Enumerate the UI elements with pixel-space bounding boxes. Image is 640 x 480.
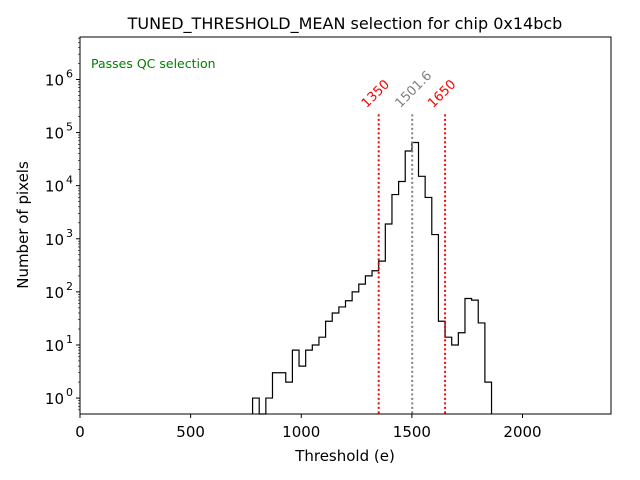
- y-tick-exponent-6: 6: [66, 67, 73, 80]
- y-tick-exponent-0: 0: [66, 386, 73, 399]
- y-tick-label-0: 10 0: [45, 386, 73, 408]
- y-tick-exponent-3: 3: [66, 227, 73, 240]
- y-tick-exponent-1: 1: [66, 333, 73, 346]
- y-axis-label: Number of pixels: [14, 161, 32, 289]
- x-tick-label-2: 1000: [282, 423, 320, 441]
- x-tick-label-1: 500: [176, 423, 205, 441]
- qc-annotation: Passes QC selection: [91, 56, 216, 71]
- x-axis-ticks: 0 500 1000 1500 2000: [75, 414, 542, 441]
- y-tick-label-1: 10 1: [45, 333, 73, 355]
- x-tick-label-3: 1500: [393, 423, 431, 441]
- chart-title: TUNED_THRESHOLD_MEAN selection for chip …: [127, 14, 563, 34]
- plot-frame: [79, 36, 612, 415]
- y-tick-exponent-5: 5: [66, 121, 73, 134]
- vline-label-0: 1350: [359, 77, 393, 111]
- y-tick-label-4: 10 4: [45, 174, 73, 196]
- y-tick-label-6: 10 6: [45, 67, 73, 89]
- y-tick-exponent-2: 2: [66, 280, 73, 293]
- histogram-outline: [251, 141, 493, 415]
- y-tick-label-5: 10 5: [45, 121, 73, 143]
- x-tick-label-0: 0: [75, 423, 85, 441]
- x-tick-label-4: 2000: [503, 423, 541, 441]
- y-tick-exponent-4: 4: [66, 174, 73, 187]
- y-tick-label-3: 10 3: [45, 227, 73, 249]
- x-axis-label: Threshold (e): [294, 447, 395, 465]
- y-tick-label-2: 10 2: [45, 280, 73, 302]
